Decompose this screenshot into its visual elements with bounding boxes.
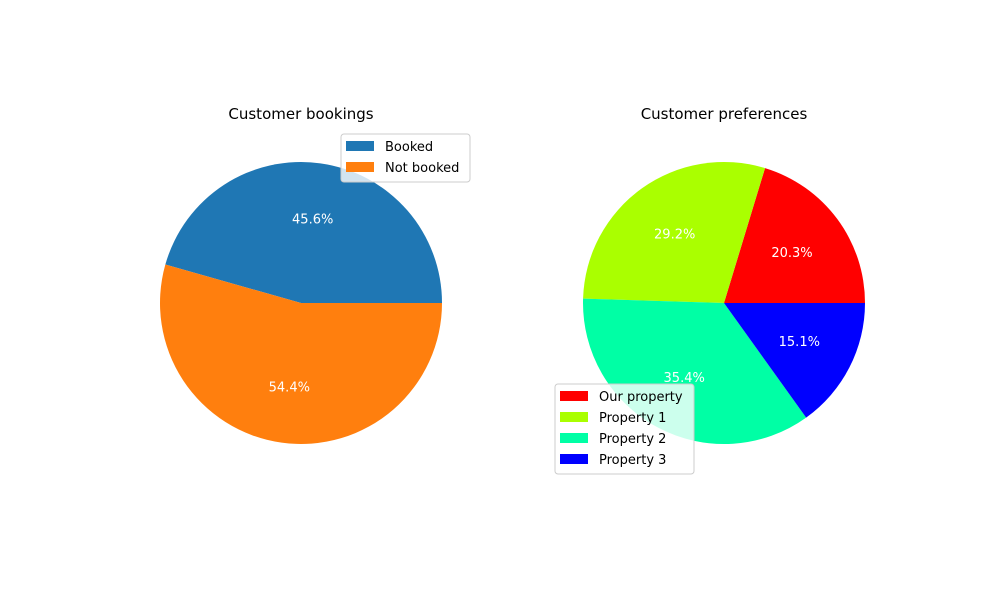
legend-swatch xyxy=(346,162,374,172)
legend-label: Booked xyxy=(385,140,433,155)
pie-percent-label: 29.2% xyxy=(654,228,695,243)
pie-percent-label: 15.1% xyxy=(779,335,820,350)
pie-percent-label: 20.3% xyxy=(771,246,812,261)
legend-swatch xyxy=(560,391,588,401)
pie-slice-our-property xyxy=(724,168,865,303)
legend-swatch xyxy=(560,412,588,422)
pie-percent-label: 35.4% xyxy=(664,371,705,386)
legend-swatch xyxy=(560,454,588,464)
legend: Booked Not booked xyxy=(340,133,471,183)
pie-chart-customer-bookings: Customer bookings 45.6% 54.4% Booked Not b… xyxy=(159,105,471,444)
legend-label: Property 3 xyxy=(599,453,666,468)
pie-percent-labels: 45.6% 54.4% xyxy=(269,213,334,396)
legend-swatch xyxy=(560,433,588,443)
pie-slice-booked xyxy=(165,161,442,303)
pie-slices xyxy=(159,161,442,444)
chart-title: Customer preferences xyxy=(641,105,808,123)
legend-label: Not booked xyxy=(385,161,459,176)
pie-percent-labels: 20.3% 29.2% 35.4% 15.1% xyxy=(654,228,820,386)
pie-slice-property-1 xyxy=(583,161,766,303)
legend-label: Property 1 xyxy=(599,411,666,426)
chart-title: Customer bookings xyxy=(228,105,373,123)
legend-label: Property 2 xyxy=(599,432,666,447)
legend-frame xyxy=(554,383,695,475)
pie-percent-label: 54.4% xyxy=(269,380,310,395)
pie-percent-label: 45.6% xyxy=(292,213,333,228)
legend: Our property Property 1 Property 2 Property… xyxy=(554,383,695,475)
pie-chart-customer-preferences: Customer preferences 20.3% 29.2% 35.4% 15.1… xyxy=(554,105,865,475)
pie-slice-property-3 xyxy=(724,303,865,418)
pie-slice-not-booked xyxy=(159,264,442,444)
legend-label: Our property xyxy=(599,390,683,405)
legend-swatch xyxy=(346,141,374,151)
